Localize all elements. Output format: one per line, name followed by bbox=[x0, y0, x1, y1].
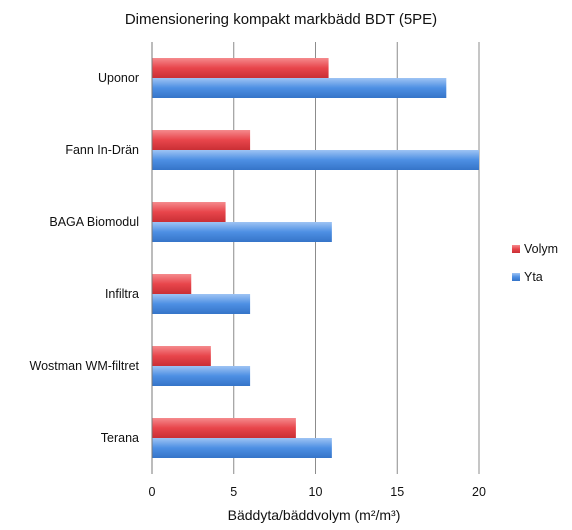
bar-volym-5 bbox=[152, 346, 211, 366]
bar-yta-4 bbox=[152, 294, 251, 314]
bar-volym-1 bbox=[152, 58, 329, 78]
bar-volym-2 bbox=[152, 130, 251, 150]
bar-yta-2 bbox=[152, 150, 479, 170]
bar-volym-6 bbox=[152, 418, 296, 438]
bar-volym-3 bbox=[152, 202, 226, 222]
x-tick-label: 10 bbox=[309, 485, 323, 499]
category-label: Terana bbox=[101, 431, 139, 445]
x-axis-label: Bäddyta/bäddvolym (m²/m³) bbox=[228, 507, 401, 523]
bars bbox=[152, 58, 479, 458]
legend-label-volym: Volym bbox=[524, 242, 558, 256]
legend-swatch-volym bbox=[512, 245, 520, 253]
x-tick-label: 0 bbox=[149, 485, 156, 499]
legend-swatch-yta bbox=[512, 273, 520, 281]
x-tick-labels: 0 5 10 15 20 bbox=[149, 485, 486, 499]
x-tick-label: 15 bbox=[390, 485, 404, 499]
gridlines bbox=[233, 42, 480, 474]
x-tick-label: 5 bbox=[230, 485, 237, 499]
legend: Volym Yta bbox=[512, 242, 558, 284]
category-label: Infiltra bbox=[105, 287, 139, 301]
legend-label-yta: Yta bbox=[524, 270, 543, 284]
x-tick-label: 20 bbox=[472, 485, 486, 499]
category-label: Fann In-Drän bbox=[65, 143, 139, 157]
category-label: BAGA Biomodul bbox=[49, 215, 139, 229]
category-label: Uponor bbox=[98, 71, 139, 85]
bar-volym-4 bbox=[152, 274, 192, 294]
bar-yta-3 bbox=[152, 222, 332, 242]
bar-yta-5 bbox=[152, 366, 251, 386]
bar-yta-1 bbox=[152, 78, 447, 98]
category-labels: Uponor Fann In-Drän BAGA Biomodul Infiltra W… bbox=[30, 71, 140, 445]
chart-title: Dimensionering kompakt markbädd BDT (5PE… bbox=[125, 11, 437, 28]
bar-yta-6 bbox=[152, 438, 332, 458]
category-label: Wostman WM-filtret bbox=[30, 359, 140, 373]
